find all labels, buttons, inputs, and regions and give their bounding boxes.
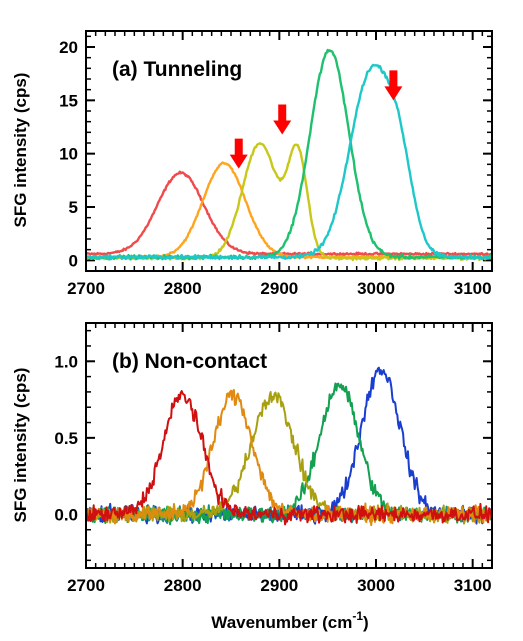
series-line-a-0 (87, 170, 491, 257)
panel-a-series (87, 48, 491, 262)
panel-b-ticks: 2700 2800 2900 3000 3100 0.0 0.5 1.0 (54, 323, 493, 595)
x-tick-label-a: 3100 (454, 279, 492, 298)
panel-a-ticks: 2700 2800 2900 3000 3100 0 5 10 15 20 (59, 31, 493, 298)
series-line-b-4 (87, 388, 491, 527)
panel-b-ylabel: SFG intensity (cps) (11, 368, 30, 523)
x-tick-label-a: 2700 (67, 279, 105, 298)
series-line-a-2 (87, 142, 491, 262)
y-tick-label-b: 0.5 (54, 429, 78, 448)
y-tick-label-a: 0 (69, 251, 78, 270)
red-arrow-annotation (384, 70, 403, 101)
x-axis-title-sup: -1 (352, 609, 363, 623)
panel-a: (a) Tunneling SFG intensity (cps) 2700 28… (11, 30, 493, 298)
series-line-a-1 (87, 161, 491, 260)
x-tick-label-b: 3000 (357, 576, 395, 595)
x-tick-label-b: 2800 (164, 576, 202, 595)
panel-a-ylabel: SFG intensity (cps) (11, 73, 30, 228)
x-axis-title-end: ) (363, 613, 369, 632)
x-tick-label-b: 2900 (260, 576, 298, 595)
x-tick-label-a: 3000 (357, 279, 395, 298)
panel-b-title: (b) Non-contact (112, 350, 267, 373)
series-line-a-4 (87, 63, 491, 261)
red-arrow-annotation (273, 104, 292, 135)
x-tick-label-a: 2900 (260, 279, 298, 298)
y-tick-label-b: 1.0 (54, 352, 78, 371)
y-tick-label-b: 0.0 (54, 505, 78, 524)
y-tick-label-a: 15 (59, 91, 78, 110)
y-tick-label-a: 5 (69, 198, 78, 217)
y-tick-label-a: 20 (59, 38, 78, 57)
series-line-b-5 (87, 390, 491, 526)
panel-b-series (87, 366, 491, 527)
x-tick-label-b: 3100 (454, 576, 492, 595)
series-line-b-3 (87, 391, 491, 525)
panel-a-title: (a) Tunneling (112, 58, 242, 81)
x-tick-label-a: 2800 (164, 279, 202, 298)
series-line-b-2 (87, 382, 491, 526)
x-axis-title-main: Wavenumber (cm (211, 613, 352, 632)
series-line-a-3 (87, 48, 491, 261)
y-tick-label-a: 10 (59, 145, 78, 164)
panel-b: (b) Non-contact SFG intensity (cps) 2700… (11, 322, 493, 595)
x-axis-title: Wavenumber (cm-1) (211, 609, 368, 632)
red-arrow-annotation (229, 138, 248, 169)
x-tick-label-b: 2700 (67, 576, 105, 595)
panel-a-annotations (229, 70, 403, 169)
